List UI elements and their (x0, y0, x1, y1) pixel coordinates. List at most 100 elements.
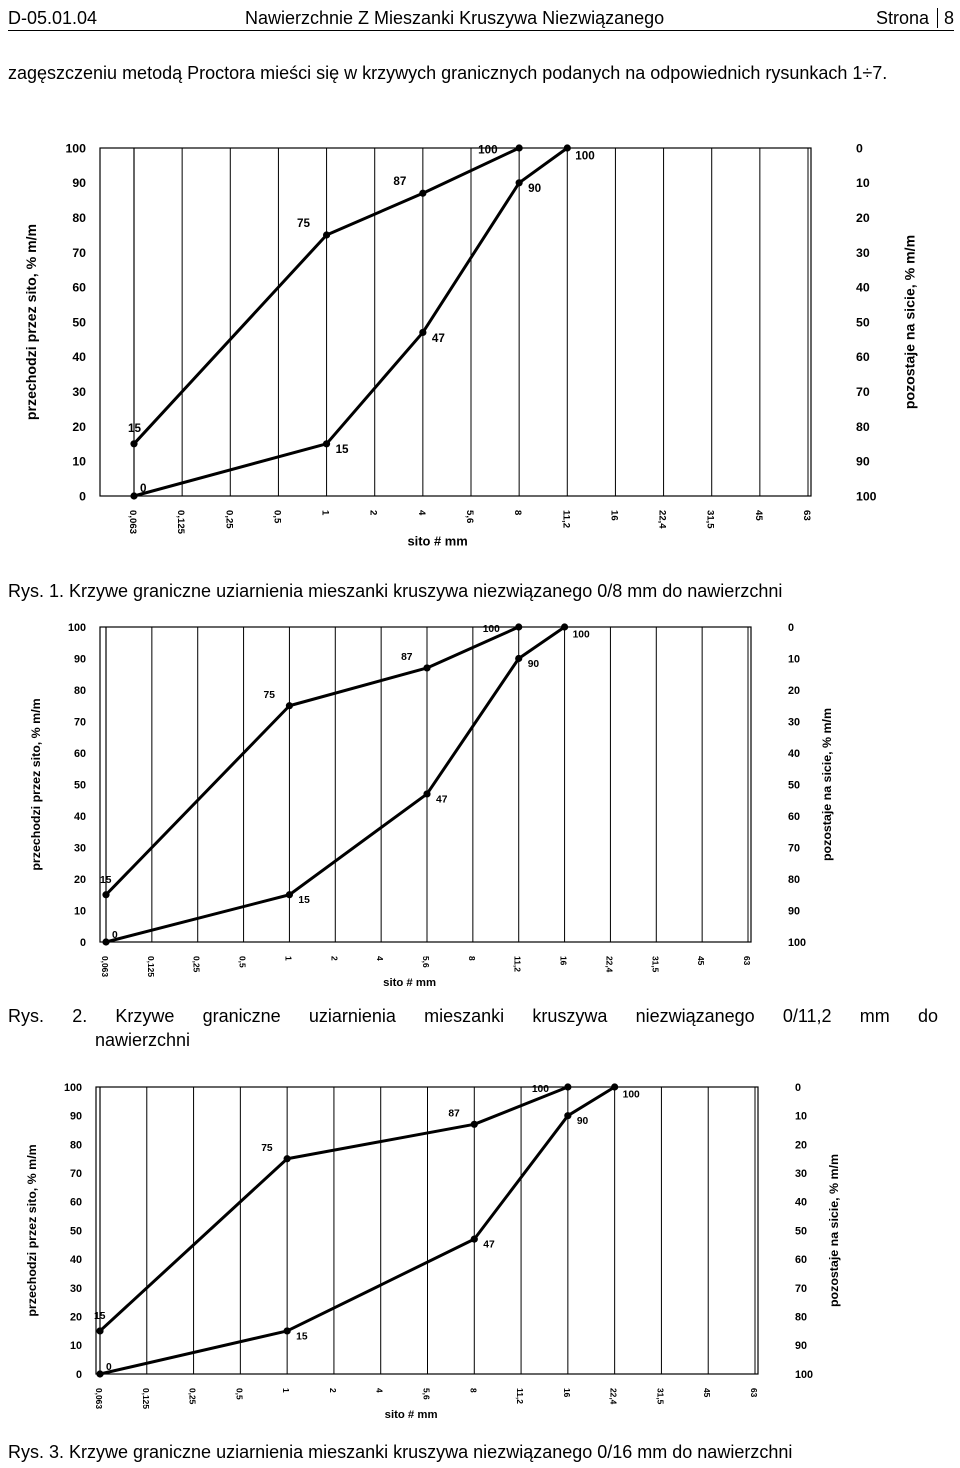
figure-2-caption-line2: nawierzchni (95, 1030, 191, 1050)
data-point (283, 1327, 291, 1335)
x-tick-label: 4 (416, 510, 427, 516)
y-tick-left: 20 (74, 874, 86, 886)
y-tick-right: 30 (795, 1168, 807, 1180)
x-tick-label: 45 (702, 1388, 712, 1398)
plot-frame (99, 626, 752, 943)
y-tick-right: 90 (795, 1340, 807, 1352)
y-tick-left: 100 (68, 622, 86, 634)
page-number: 8 (943, 8, 954, 28)
curve-upper (98, 1085, 569, 1333)
data-label: 75 (264, 690, 276, 701)
data-label: 47 (436, 794, 448, 805)
y-tick-right: 60 (788, 811, 800, 823)
x-tick-label: 8 (468, 1388, 478, 1393)
data-label: 90 (528, 659, 540, 670)
x-tick-label: 16 (562, 1388, 572, 1398)
x-tick-label: 16 (559, 956, 569, 966)
x-tick-label: 0,063 (100, 956, 110, 977)
data-label: 15 (296, 1331, 308, 1342)
data-point (285, 891, 294, 899)
data-label: 47 (432, 332, 445, 345)
x-tick-label: 31,5 (650, 956, 660, 973)
data-point (423, 664, 431, 672)
figure-1-chart: 0102030405060708090100100908070605040302… (23, 141, 917, 549)
y-tick-left: 10 (74, 905, 86, 917)
x-tick-label: 45 (753, 510, 764, 521)
data-point (419, 328, 427, 337)
x-tick-label: 4 (375, 1388, 385, 1393)
x-tick-label: 5,6 (422, 1388, 432, 1400)
y-tick-left: 80 (72, 211, 86, 225)
y-tick-right: 40 (788, 748, 800, 760)
data-point (102, 938, 110, 946)
y-tick-left: 90 (72, 176, 86, 190)
y-tick-right: 0 (788, 622, 794, 634)
y-tick-right: 50 (788, 779, 800, 791)
y-tick-right: 40 (856, 281, 870, 295)
data-label: 87 (393, 175, 406, 188)
y-axis-label-right: pozostaje na sicie, % m/m (827, 1154, 841, 1307)
x-tick-label: 0,063 (94, 1388, 104, 1409)
data-label: 15 (298, 895, 310, 906)
x-tick-label: 11,2 (560, 510, 571, 528)
y-tick-left: 50 (74, 779, 86, 791)
data-point (470, 1120, 478, 1128)
data-point (564, 1112, 572, 1120)
x-tick-label: 8 (512, 510, 523, 516)
figure-2-caption: Rys. 2. Krzywe graniczne uziarnienia mie… (8, 1004, 938, 1052)
x-tick-label: 1 (320, 510, 331, 516)
y-tick-left: 50 (70, 1225, 82, 1237)
document-title: Nawierzchnie Z Mieszanki Kruszywa Niezwi… (245, 8, 665, 28)
y-tick-right: 100 (795, 1369, 813, 1381)
y-tick-right: 70 (788, 842, 800, 854)
intro-paragraph: zagęszczeniu metodą Proctora mieści się … (8, 63, 888, 83)
x-tick-label: 63 (742, 956, 752, 966)
y-tick-left: 60 (72, 281, 86, 295)
x-tick-label: 8 (467, 956, 477, 961)
x-tick-label: 0,125 (141, 1388, 151, 1409)
data-label: 100 (478, 144, 498, 157)
x-tick-label: 0,125 (175, 510, 186, 535)
x-tick-label: 2 (329, 956, 339, 961)
y-tick-left: 40 (74, 811, 86, 823)
x-tick-label: 31,5 (705, 510, 716, 529)
y-tick-right: 80 (856, 420, 870, 434)
y-tick-left: 90 (70, 1111, 82, 1123)
y-axis-label-left: przechodzi przez sito, % m/m (23, 224, 39, 420)
data-point (130, 492, 138, 500)
y-axis-label-left: przechodzi przez sito, % m/m (29, 698, 43, 870)
y-tick-left: 20 (72, 420, 86, 434)
y-tick-left: 60 (74, 748, 86, 760)
curve-upper (132, 146, 520, 445)
x-tick-label: 45 (696, 956, 706, 966)
figure-3-chart: 0102030405060708090100100908070605040302… (25, 1082, 841, 1421)
y-tick-right: 40 (795, 1197, 807, 1209)
x-tick-label: 0,063 (127, 510, 138, 534)
y-tick-left: 10 (70, 1340, 82, 1352)
x-tick-label: 11,2 (515, 1388, 525, 1404)
x-axis-label: sito # mm (407, 534, 467, 549)
data-label: 15 (128, 422, 141, 435)
x-tick-label: 5,6 (464, 510, 475, 523)
x-tick-label: 31,5 (655, 1388, 665, 1405)
data-point (515, 144, 523, 152)
x-axis-label: sito # mm (383, 977, 436, 989)
data-label: 15 (100, 875, 112, 886)
data-label: 90 (577, 1116, 589, 1127)
y-tick-left: 0 (80, 937, 86, 949)
y-tick-left: 0 (76, 1369, 82, 1381)
data-label: 75 (261, 1143, 273, 1154)
x-tick-label: 1 (281, 1388, 291, 1393)
y-tick-left: 40 (72, 350, 86, 364)
y-tick-left: 100 (65, 141, 86, 155)
x-tick-label: 2 (328, 1388, 338, 1393)
y-tick-left: 70 (74, 716, 86, 728)
data-point (423, 790, 431, 798)
y-tick-right: 90 (856, 455, 870, 469)
x-tick-label: 1 (283, 956, 293, 961)
x-tick-label: 16 (608, 510, 619, 521)
figure-2-chart: 0102030405060708090100100908070605040302… (29, 622, 834, 989)
data-label: 90 (528, 182, 541, 195)
y-tick-left: 30 (74, 842, 86, 854)
y-tick-left: 70 (70, 1168, 82, 1180)
